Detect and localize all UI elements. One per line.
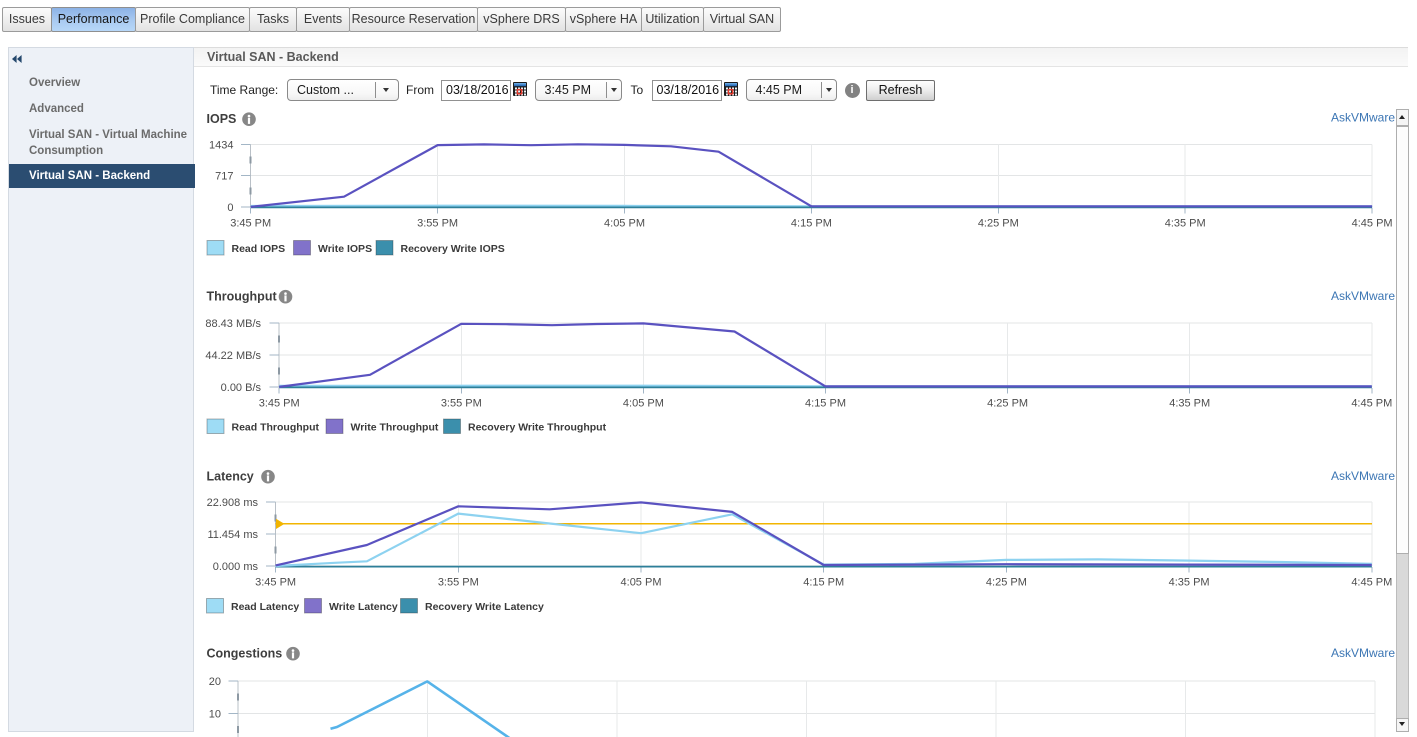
svg-text:Recovery Write Throughput: Recovery Write Throughput (468, 422, 607, 434)
svg-text:3:45 PM: 3:45 PM (259, 397, 300, 409)
svg-text:Congestions: Congestions (207, 647, 283, 661)
svg-text:Write Latency: Write Latency (329, 601, 398, 613)
svg-text:4:25 PM: 4:25 PM (987, 397, 1028, 409)
svg-text:Read Latency: Read Latency (231, 601, 299, 613)
svg-text:3:55 PM: 3:55 PM (417, 217, 458, 229)
svg-text:Recovery Write IOPS: Recovery Write IOPS (401, 243, 505, 255)
svg-text:3:55 PM: 3:55 PM (438, 577, 479, 589)
svg-text:20: 20 (209, 676, 221, 688)
svg-text:3:45 PM: 3:45 PM (230, 217, 271, 229)
svg-text:4:35 PM: 4:35 PM (1165, 217, 1206, 229)
svg-text:88.43 MB/s: 88.43 MB/s (205, 318, 261, 330)
svg-text:AskVMware: AskVMware (1331, 469, 1395, 483)
svg-text:Read IOPS: Read IOPS (232, 243, 286, 255)
svg-text:4:35 PM: 4:35 PM (1169, 397, 1210, 409)
svg-text:Throughput: Throughput (207, 290, 278, 304)
svg-text:4:15 PM: 4:15 PM (805, 397, 846, 409)
svg-text:4:45 PM: 4:45 PM (1352, 217, 1393, 229)
svg-text:Read Throughput: Read Throughput (232, 422, 320, 434)
svg-text:AskVMware: AskVMware (1331, 289, 1395, 303)
svg-text:4:05 PM: 4:05 PM (604, 217, 645, 229)
svg-text:4:15 PM: 4:15 PM (803, 577, 844, 589)
svg-text:10: 10 (209, 708, 221, 720)
svg-text:1434: 1434 (209, 139, 233, 151)
svg-text:4:45 PM: 4:45 PM (1351, 397, 1392, 409)
svg-text:0.00 B/s: 0.00 B/s (221, 382, 262, 394)
svg-text:Write IOPS: Write IOPS (318, 243, 372, 255)
svg-text:717: 717 (215, 171, 233, 183)
svg-text:4:05 PM: 4:05 PM (623, 397, 664, 409)
svg-text:0: 0 (227, 202, 233, 214)
svg-text:IOPS: IOPS (207, 112, 237, 126)
svg-text:3:45 PM: 3:45 PM (255, 577, 296, 589)
svg-text:AskVMware: AskVMware (1331, 111, 1395, 125)
svg-text:AskVMware: AskVMware (1331, 646, 1395, 660)
svg-text:44.22 MB/s: 44.22 MB/s (205, 350, 261, 362)
svg-text:Latency: Latency (207, 470, 254, 484)
svg-text:4:15 PM: 4:15 PM (791, 217, 832, 229)
svg-text:11.454 ms: 11.454 ms (207, 529, 258, 541)
svg-text:22.908 ms: 22.908 ms (207, 497, 259, 509)
svg-text:Write Throughput: Write Throughput (351, 422, 439, 434)
svg-text:4:45 PM: 4:45 PM (1351, 577, 1392, 589)
svg-text:4:25 PM: 4:25 PM (986, 577, 1027, 589)
svg-text:3:55 PM: 3:55 PM (441, 397, 482, 409)
svg-text:4:25 PM: 4:25 PM (978, 217, 1019, 229)
svg-text:0.000 ms: 0.000 ms (213, 561, 259, 573)
svg-text:4:35 PM: 4:35 PM (1169, 577, 1210, 589)
svg-text:4:05 PM: 4:05 PM (621, 577, 662, 589)
svg-text:Recovery Write Latency: Recovery Write Latency (425, 601, 544, 613)
